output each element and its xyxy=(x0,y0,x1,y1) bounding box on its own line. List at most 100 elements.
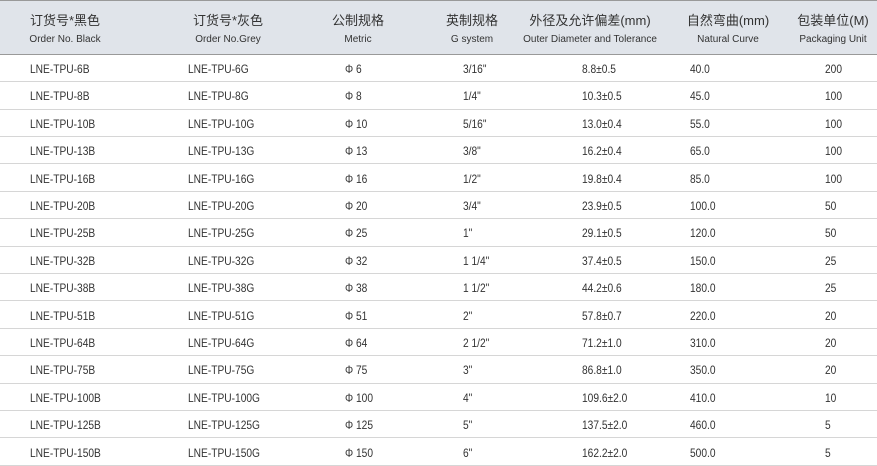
cell-g-system: 3/4" xyxy=(463,199,481,213)
cell-g-system: 1" xyxy=(463,226,473,241)
cell-order-black: LNE-TPU-25B xyxy=(30,226,96,241)
cell-outer-diameter: 44.2±0.6 xyxy=(582,281,622,296)
cell-order-grey: LNE-TPU-16G xyxy=(188,171,255,186)
cell-order-black: LNE-TPU-51B xyxy=(30,308,96,323)
cell-natural-curve: 85.0 xyxy=(690,171,710,186)
cell-outer-diameter: 57.8±0.7 xyxy=(582,308,622,323)
cell-packaging-unit: 100 xyxy=(825,89,843,104)
header-g-system: 英制规格 G system xyxy=(446,10,498,45)
cell-metric: Φ 16 xyxy=(345,171,368,186)
header-zh: 公制规格 xyxy=(331,13,385,28)
cell-natural-curve: 310.0 xyxy=(690,336,716,350)
cell-g-system: 5/16" xyxy=(463,116,487,131)
cell-metric: Φ 10 xyxy=(345,116,368,131)
header-en: Metric xyxy=(344,34,372,45)
cell-packaging-unit: 100 xyxy=(825,171,843,186)
cell-g-system: 6" xyxy=(463,445,473,460)
cell-order-grey: LNE-TPU-75G xyxy=(188,363,255,378)
cell-g-system: 1/4" xyxy=(463,89,481,104)
cell-order-grey: LNE-TPU-13G xyxy=(188,144,255,159)
cell-natural-curve: 45.0 xyxy=(690,89,710,104)
header-en: Packaging Unit xyxy=(799,34,867,45)
cell-natural-curve: 55.0 xyxy=(690,116,710,131)
cell-metric: Φ 8 xyxy=(345,89,362,104)
cell-metric: Φ 100 xyxy=(345,390,373,405)
table-row: LNE-TPU-100B LNE-TPU-100G Φ 100 4" 109.6±2.0… xyxy=(0,384,877,412)
cell-order-black: LNE-TPU-20B xyxy=(30,199,96,213)
cell-packaging-unit: 20 xyxy=(825,308,837,323)
cell-natural-curve: 460.0 xyxy=(690,418,716,433)
header-en: Natural Curve xyxy=(697,34,759,45)
cell-order-grey: LNE-TPU-64G xyxy=(188,336,255,350)
table-row: LNE-TPU-150B LNE-TPU-150G Φ 150 6" 162.2±2.0… xyxy=(0,439,877,466)
header-en: G system xyxy=(450,34,494,45)
cell-natural-curve: 500.0 xyxy=(690,445,716,460)
header-order-grey: 订货号*灰色 Order No.Grey xyxy=(193,10,263,45)
cell-natural-curve: 150.0 xyxy=(690,253,716,268)
cell-packaging-unit: 5 xyxy=(825,418,831,433)
header-packaging-unit: 包装单位(M) Packaging Unit xyxy=(797,10,869,45)
cell-outer-diameter: 109.6±2.0 xyxy=(582,390,628,405)
table-row: LNE-TPU-8B LNE-TPU-8G Φ 8 1/4" 10.3±0.5 45.0 1… xyxy=(0,82,877,110)
cell-order-grey: LNE-TPU-10G xyxy=(188,116,255,131)
cell-order-grey: LNE-TPU-20G xyxy=(188,199,255,213)
cell-order-grey: LNE-TPU-25G xyxy=(188,226,255,241)
cell-order-grey: LNE-TPU-38G xyxy=(188,281,255,296)
cell-metric: Φ 32 xyxy=(345,253,368,268)
header-natural-curve: 自然弯曲(mm) Natural Curve xyxy=(687,10,769,45)
cell-natural-curve: 40.0 xyxy=(690,62,710,76)
cell-outer-diameter: 13.0±0.4 xyxy=(582,116,622,131)
cell-metric: Φ 125 xyxy=(345,418,373,433)
cell-order-grey: LNE-TPU-32G xyxy=(188,253,255,268)
table-row: LNE-TPU-51B LNE-TPU-51G Φ 51 2" 57.8±0.7 220.… xyxy=(0,302,877,329)
cell-g-system: 1 1/2" xyxy=(463,281,490,296)
cell-order-black: LNE-TPU-150B xyxy=(30,445,101,460)
cell-natural-curve: 410.0 xyxy=(690,390,716,405)
cell-outer-diameter: 23.9±0.5 xyxy=(582,199,622,213)
table-row: LNE-TPU-20B LNE-TPU-20G Φ 20 3/4" 23.9±0.5 10… xyxy=(0,192,877,220)
cell-packaging-unit: 50 xyxy=(825,199,837,213)
cell-order-black: LNE-TPU-125B xyxy=(30,418,101,433)
header-en: Outer Diameter and Tolerance xyxy=(523,34,657,45)
header-zh: 订货号*黑色 xyxy=(29,13,101,28)
header-zh: 英制规格 xyxy=(445,13,499,28)
cell-outer-diameter: 86.8±1.0 xyxy=(582,363,622,378)
cell-metric: Φ 6 xyxy=(345,62,362,76)
cell-packaging-unit: 10 xyxy=(825,390,837,405)
cell-metric: Φ 75 xyxy=(345,363,368,378)
cell-order-black: LNE-TPU-13B xyxy=(30,144,96,159)
table-header: 订货号*黑色 Order No. Black 订货号*灰色 Order No.Grey… xyxy=(0,0,877,55)
cell-metric: Φ 13 xyxy=(345,144,368,159)
cell-metric: Φ 38 xyxy=(345,281,368,296)
cell-natural-curve: 100.0 xyxy=(690,199,716,213)
cell-packaging-unit: 200 xyxy=(825,62,843,76)
cell-metric: Φ 51 xyxy=(345,308,368,323)
cell-order-black: LNE-TPU-100B xyxy=(30,390,101,405)
table-row: LNE-TPU-10B LNE-TPU-10G Φ 10 5/16" 13.0±0.4 5… xyxy=(0,110,877,138)
cell-order-black: LNE-TPU-75B xyxy=(30,363,96,378)
header-en: Order No.Grey xyxy=(195,34,261,45)
cell-order-grey: LNE-TPU-150G xyxy=(188,445,260,460)
cell-packaging-unit: 100 xyxy=(825,144,843,159)
cell-packaging-unit: 5 xyxy=(825,445,831,460)
cell-outer-diameter: 29.1±0.5 xyxy=(582,226,622,241)
header-outer-diameter: 外径及允许偏差(mm) Outer Diameter and Tolerance xyxy=(523,10,657,45)
cell-packaging-unit: 20 xyxy=(825,363,837,378)
cell-packaging-unit: 100 xyxy=(825,116,843,131)
cell-outer-diameter: 16.2±0.4 xyxy=(582,144,622,159)
cell-outer-diameter: 71.2±1.0 xyxy=(582,336,622,350)
cell-g-system: 2" xyxy=(463,308,473,323)
cell-natural-curve: 120.0 xyxy=(690,226,716,241)
header-zh: 外径及允许偏差(mm) xyxy=(529,13,651,28)
header-metric: 公制规格 Metric xyxy=(332,10,384,45)
cell-outer-diameter: 19.8±0.4 xyxy=(582,171,622,186)
cell-order-grey: LNE-TPU-6G xyxy=(188,62,249,76)
cell-g-system: 3" xyxy=(463,363,473,378)
cell-outer-diameter: 137.5±2.0 xyxy=(582,418,628,433)
header-zh: 自然弯曲(mm) xyxy=(686,13,770,28)
table-row: LNE-TPU-75B LNE-TPU-75G Φ 75 3" 86.8±1.0 350.… xyxy=(0,356,877,384)
cell-order-grey: LNE-TPU-8G xyxy=(188,89,249,104)
cell-g-system: 3/8" xyxy=(463,144,481,159)
table-row: LNE-TPU-25B LNE-TPU-25G Φ 25 1" 29.1±0.5 120.… xyxy=(0,219,877,247)
table-row: LNE-TPU-13B LNE-TPU-13G Φ 13 3/8" 16.2±0.4 65… xyxy=(0,137,877,165)
